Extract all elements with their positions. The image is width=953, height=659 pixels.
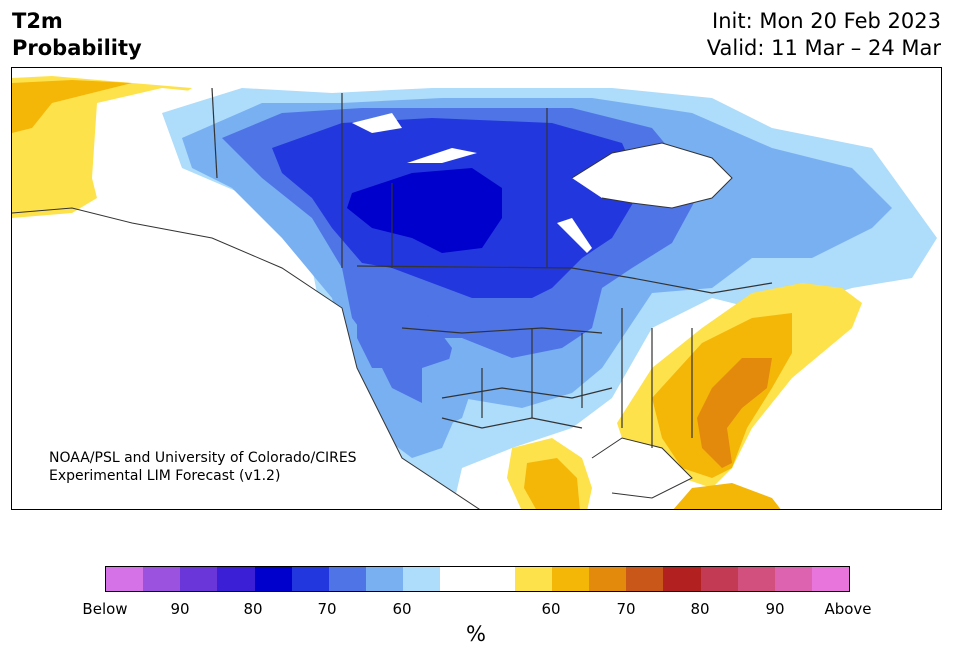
colorbar-segment bbox=[477, 567, 515, 591]
colorbar-segment bbox=[366, 567, 404, 591]
region-west-below70 bbox=[422, 358, 472, 428]
title-kind: Probability bbox=[12, 36, 142, 60]
colorbar-segment bbox=[254, 567, 292, 591]
credit-line-2: Experimental LIM Forecast (v1.2) bbox=[49, 468, 281, 484]
region-caribbean-above70 bbox=[673, 483, 781, 509]
colorbar-segment bbox=[737, 567, 775, 591]
data-credit: NOAA/PSL and University of Colorado/CIRE… bbox=[49, 449, 357, 485]
region-se-above80 bbox=[697, 358, 772, 468]
colorbar-segment bbox=[774, 567, 812, 591]
colorbar-tick-label: 90 bbox=[170, 600, 190, 618]
forecast-dates: Init: Mon 20 Feb 2023 Valid: 11 Mar – 24… bbox=[707, 8, 941, 62]
credit-line-1: NOAA/PSL and University of Colorado/CIRE… bbox=[49, 450, 357, 466]
colorbar-segment bbox=[700, 567, 738, 591]
region-alaska-above70 bbox=[12, 80, 132, 133]
colorbar-segment bbox=[626, 567, 664, 591]
colorbar-segment bbox=[106, 567, 144, 591]
colorbar-segment bbox=[217, 567, 255, 591]
colorbar-tick-label: Above bbox=[824, 600, 872, 618]
political-borders bbox=[211, 87, 773, 448]
colorbar-segment bbox=[328, 567, 367, 591]
forecast-map bbox=[11, 67, 942, 510]
lake-winnipeg bbox=[557, 218, 592, 253]
colorbar-segment bbox=[440, 567, 478, 591]
map-canvas bbox=[12, 76, 937, 509]
great-slave-lake bbox=[407, 148, 477, 163]
colorbar-tick-label: Below bbox=[82, 600, 128, 618]
valid-period: Valid: 11 Mar – 24 Mar bbox=[706, 36, 941, 60]
colorbar-segment bbox=[589, 567, 627, 591]
colorbar-tick-label: 70 bbox=[616, 600, 636, 618]
colorbar-tick-label: 60 bbox=[392, 600, 412, 618]
colorbar-segment bbox=[291, 567, 329, 591]
colorbar-segment bbox=[811, 567, 850, 591]
region-mexico-above70 bbox=[524, 458, 580, 509]
region-below-deep bbox=[347, 168, 502, 253]
colorbar-segment bbox=[551, 567, 590, 591]
colorbar-tick-label: 70 bbox=[317, 600, 337, 618]
colorbar-unit: % bbox=[466, 622, 486, 646]
init-date: Init: Mon 20 Feb 2023 bbox=[712, 9, 941, 33]
title-variable: T2m bbox=[12, 9, 63, 33]
coastlines bbox=[12, 142, 733, 509]
colorbar-segment bbox=[403, 567, 441, 591]
colorbar-tick-label: 80 bbox=[690, 600, 710, 618]
colorbar-tick-label: 90 bbox=[765, 600, 785, 618]
hudson-bay bbox=[572, 143, 732, 208]
colorbar-tick-label: 60 bbox=[541, 600, 561, 618]
colorbar-segment bbox=[143, 567, 181, 591]
great-bear-lake bbox=[352, 113, 402, 133]
colorbar-segment bbox=[180, 567, 218, 591]
colorbar-segment bbox=[514, 567, 552, 591]
colorbar-tick-label: 80 bbox=[243, 600, 263, 618]
colorbar bbox=[105, 566, 850, 592]
pacific-ocean bbox=[12, 213, 479, 509]
colorbar-segment bbox=[663, 567, 701, 591]
map-title: T2m Probability bbox=[12, 8, 142, 62]
